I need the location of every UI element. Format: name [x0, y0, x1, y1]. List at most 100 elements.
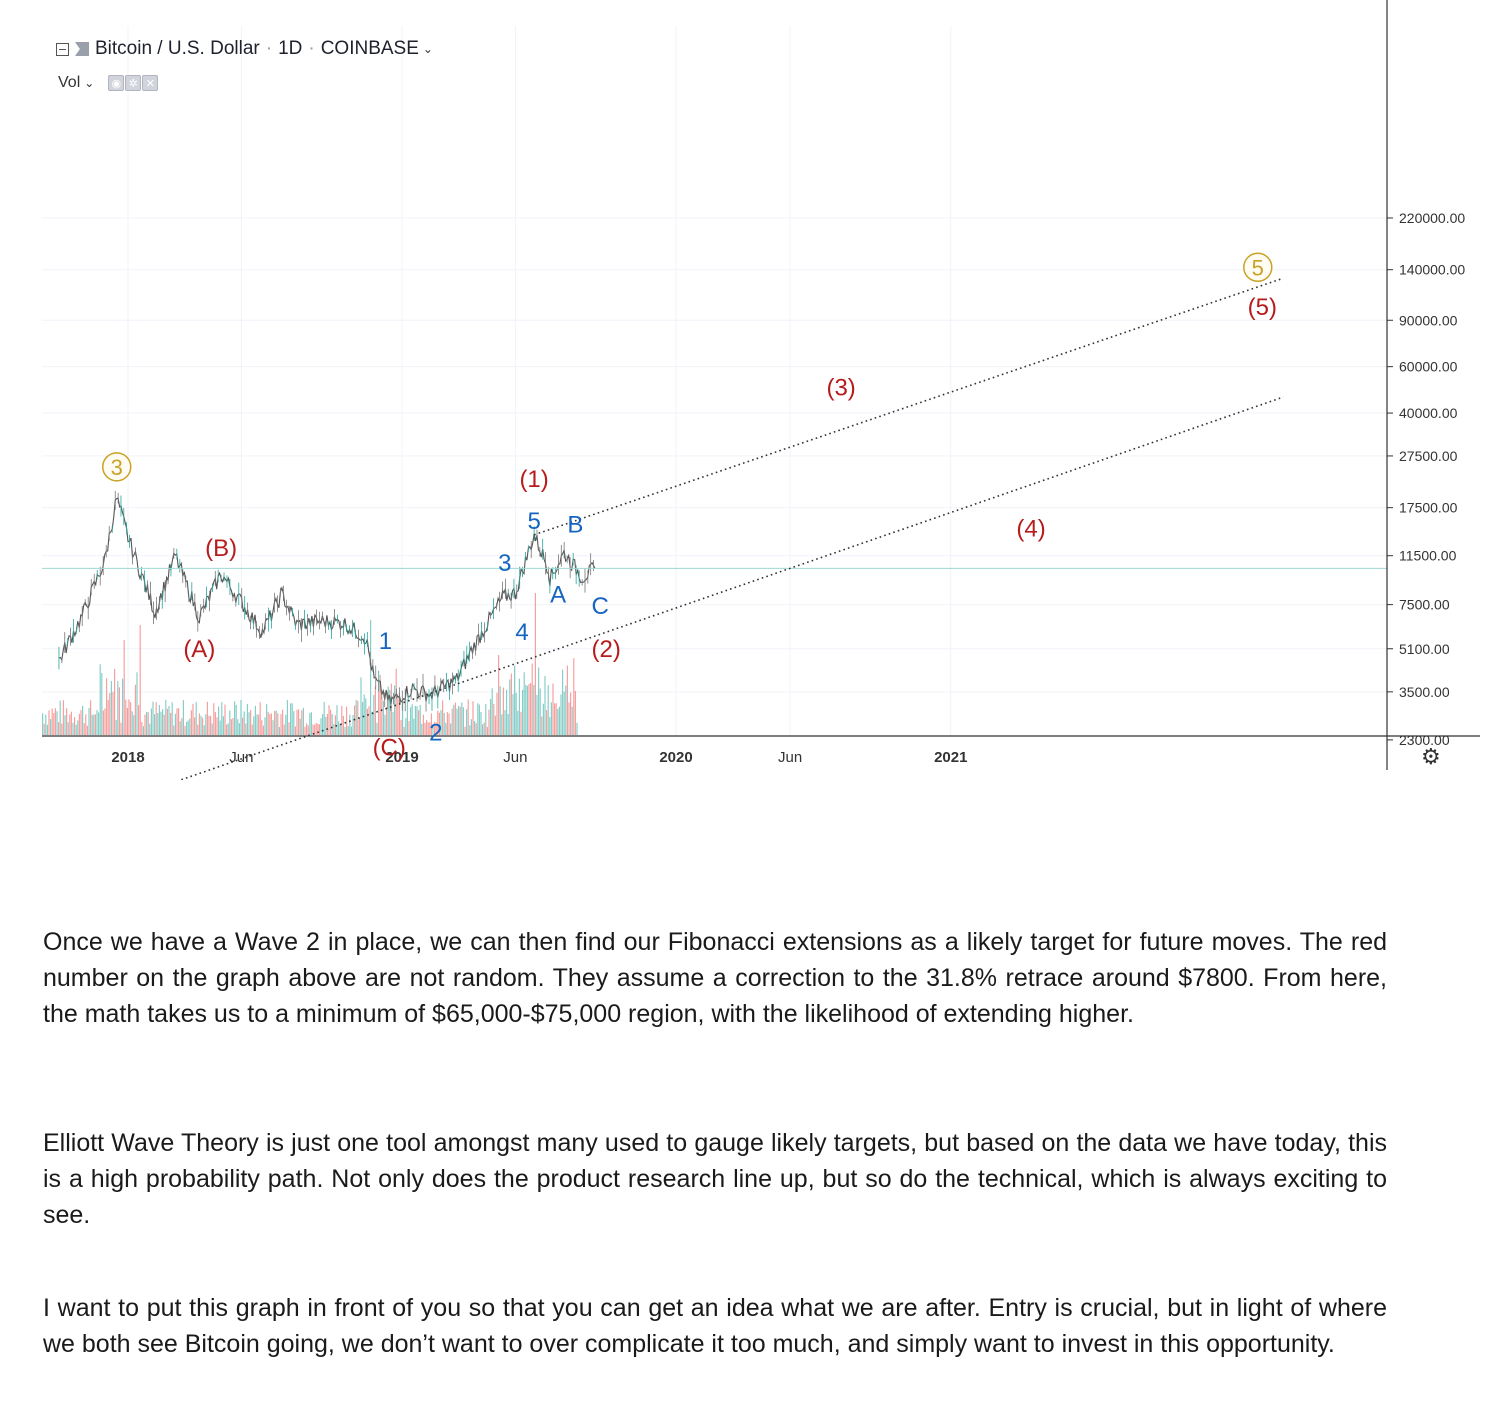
trendline-1[interactable]	[59, 396, 1284, 780]
volume-legend[interactable]: Vol ⌄ ◉ ✲ ✕	[58, 74, 159, 92]
trendline-2[interactable]	[533, 277, 1284, 536]
volume-bar	[126, 707, 128, 735]
volume-bar	[218, 706, 220, 735]
volume-bar	[363, 694, 365, 735]
volume-bar	[72, 722, 74, 735]
volume-bar	[237, 719, 239, 735]
volume-bar	[339, 724, 341, 735]
volume-bar	[573, 658, 575, 735]
price-chart[interactable]: 220000.00 140000.00 90000.00 60000.00 40000.…	[0, 0, 1502, 780]
volume-bar	[491, 688, 493, 735]
volume-bar	[397, 698, 399, 735]
volume-bar	[450, 723, 452, 735]
volume-bar	[555, 703, 557, 735]
volume-bar	[472, 701, 474, 735]
volume-bar	[122, 678, 124, 735]
y-tick-label: 27500.00	[1399, 448, 1458, 464]
volume-bar	[533, 684, 535, 735]
volume-bar	[182, 700, 184, 735]
volume-bar	[80, 710, 82, 735]
volume-bar	[53, 713, 55, 735]
y-tick-label: 40000.00	[1399, 405, 1458, 421]
collapse-icon[interactable]	[56, 42, 69, 56]
volume-bar	[222, 716, 224, 735]
volume-bar	[278, 726, 280, 735]
eye-icon[interactable]: ◉	[108, 75, 125, 91]
wave-label: B	[567, 512, 583, 539]
volume-bar	[550, 702, 552, 735]
volume-bar	[456, 708, 458, 735]
wave-label: 5	[1252, 255, 1264, 280]
x-tick-label: Jun	[778, 749, 802, 766]
volume-bar	[272, 720, 274, 735]
volume-label: Vol	[58, 74, 81, 91]
volume-bar	[475, 723, 477, 735]
volume-bar	[352, 714, 354, 735]
volume-bar	[469, 725, 471, 735]
close-icon[interactable]: ✕	[142, 75, 159, 91]
symbol-legend[interactable]: Bitcoin / U.S. Dollar · 1D · COINBASE ⌄	[56, 38, 433, 60]
volume-bar	[443, 712, 445, 735]
volume-bar	[45, 714, 47, 735]
volume-bar	[194, 717, 196, 735]
volume-bar	[88, 707, 90, 735]
wave-label: 1	[379, 628, 392, 655]
volume-bar	[187, 720, 189, 735]
volume-bar	[85, 714, 87, 735]
volume-bar	[570, 692, 572, 735]
chart-panel[interactable]: 220000.00 140000.00 90000.00 60000.00 40000.…	[0, 0, 1502, 780]
volume-bar	[232, 718, 234, 735]
volume-bar	[445, 722, 447, 735]
chevron-down-icon[interactable]: ⌄	[84, 76, 95, 90]
volume-bar	[346, 706, 348, 735]
volume-bar	[342, 715, 344, 735]
volume-bar	[376, 722, 378, 735]
volume-bar	[411, 704, 413, 735]
volume-bar	[325, 716, 327, 735]
x-tick-label: 2021	[934, 749, 967, 766]
volume-bar	[552, 683, 554, 735]
volume-bar	[48, 710, 50, 735]
volume-bar	[285, 714, 287, 735]
volume-bar	[410, 707, 412, 735]
volume-bar	[246, 703, 248, 735]
volume-bar	[163, 714, 165, 735]
wave-label: (B)	[205, 535, 237, 562]
settings-icon[interactable]: ✲	[125, 75, 142, 91]
volume-bar	[355, 699, 357, 735]
volume-bar	[504, 710, 506, 735]
volume-bar	[230, 719, 232, 735]
x-tick-label: 2020	[659, 749, 692, 766]
volume-bar	[120, 722, 122, 735]
volume-bar	[109, 692, 111, 735]
volume-bar	[150, 708, 152, 735]
wave-label: (1)	[519, 466, 548, 493]
volume-bar	[494, 715, 496, 735]
volume-bar	[563, 691, 565, 735]
volume-bar	[453, 704, 455, 735]
volume-bar	[162, 709, 164, 735]
volume-bar	[46, 724, 48, 735]
volume-bar	[446, 712, 448, 735]
volume-bar	[234, 701, 236, 735]
volume-bar	[507, 713, 509, 735]
volume-bar	[442, 700, 444, 735]
volume-bar	[534, 593, 536, 735]
volume-bar	[155, 702, 157, 735]
volume-bar	[254, 705, 256, 735]
volume-bar	[267, 711, 269, 735]
gear-icon[interactable]: ⚙	[1421, 744, 1441, 769]
volume-bar	[186, 721, 188, 735]
volume-bar	[547, 685, 549, 735]
volume-bar	[523, 672, 525, 735]
volume-bar	[205, 714, 207, 735]
legend-separator: ·	[308, 38, 315, 59]
volume-bar	[406, 699, 408, 735]
volume-bar	[286, 700, 288, 735]
chevron-down-icon[interactable]: ⌄	[422, 42, 433, 56]
volume-bar	[144, 714, 146, 735]
volume-bar	[179, 721, 181, 735]
volume-bar	[213, 703, 215, 735]
volume-bar	[466, 709, 468, 735]
volume-bar	[291, 703, 293, 735]
